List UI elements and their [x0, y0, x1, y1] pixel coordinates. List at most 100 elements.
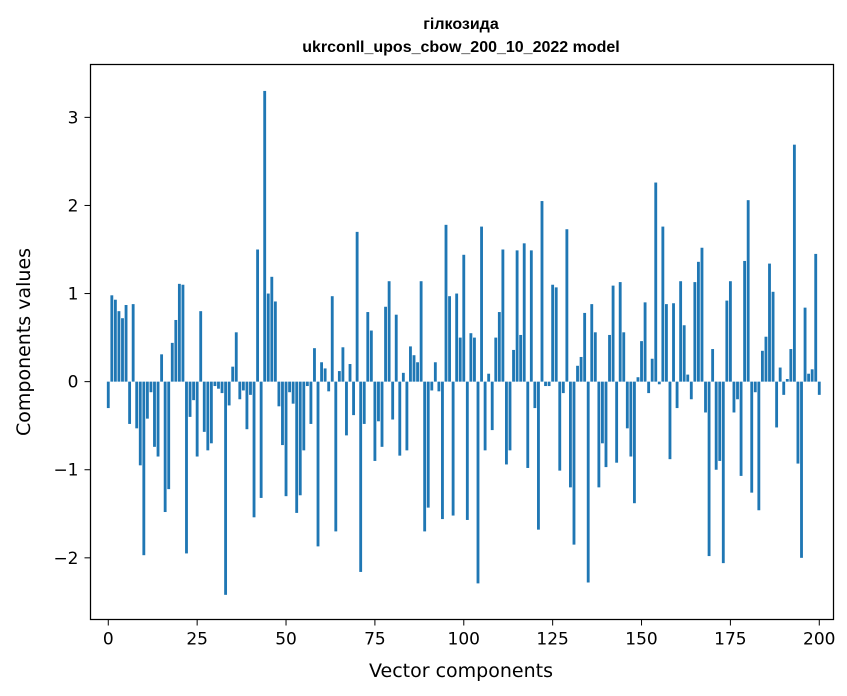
- x-tick-label: 200: [803, 630, 835, 650]
- bar: [291, 381, 295, 404]
- bar: [121, 318, 124, 382]
- bar: [249, 381, 252, 395]
- bar: [590, 304, 594, 382]
- bar: [554, 287, 558, 382]
- bar: [583, 312, 587, 382]
- bar: [391, 381, 395, 420]
- bar: [750, 381, 754, 493]
- bar: [295, 381, 299, 513]
- bar: [526, 381, 530, 468]
- bar: [113, 299, 117, 382]
- bar: [337, 371, 341, 382]
- bar: [640, 341, 643, 382]
- bar: [316, 381, 320, 547]
- bar: [732, 381, 736, 413]
- bar: [469, 333, 473, 382]
- bar: [785, 379, 789, 382]
- bar: [465, 381, 469, 520]
- bar: [416, 362, 419, 382]
- bar: [579, 356, 583, 382]
- bar: [675, 381, 679, 409]
- bar: [185, 381, 188, 554]
- bar: [167, 381, 171, 490]
- bar: [654, 182, 658, 382]
- bar: [561, 381, 565, 394]
- bar: [803, 307, 807, 382]
- bar: [359, 381, 363, 572]
- y-tick-label: 1: [68, 285, 79, 305]
- x-axis-label: Vector components: [369, 660, 553, 682]
- bar: [138, 381, 142, 466]
- bar: [796, 381, 800, 464]
- bar: [380, 381, 384, 447]
- y-tick-label: 3: [68, 108, 79, 128]
- bar: [462, 254, 466, 382]
- bar: [259, 381, 263, 498]
- bar: [145, 381, 149, 419]
- bar: [721, 381, 725, 564]
- bar: [330, 296, 334, 382]
- bar: [323, 368, 327, 382]
- x-tick-label: 175: [714, 630, 746, 650]
- x-tick-label: 25: [186, 630, 208, 650]
- bar: [398, 381, 402, 456]
- bar: [569, 381, 572, 488]
- bar: [505, 381, 508, 465]
- bars-group: [106, 90, 821, 595]
- bar: [547, 381, 551, 387]
- x-tick-label: 75: [364, 630, 386, 650]
- bar: [661, 226, 665, 382]
- bar: [256, 249, 260, 382]
- bar: [362, 381, 366, 424]
- bar: [174, 319, 178, 382]
- bar: [369, 330, 373, 382]
- x-tick-label: 50: [275, 630, 297, 650]
- bar: [448, 296, 451, 382]
- bar: [618, 282, 622, 382]
- bar: [689, 381, 693, 400]
- bar: [352, 381, 355, 416]
- bar: [334, 381, 338, 532]
- x-axis: 0 25 50 75 100 125 150 175 200: [103, 619, 836, 650]
- chart-title: гілкозида: [423, 16, 499, 33]
- bar: [405, 381, 409, 451]
- bar: [199, 311, 203, 382]
- bar: [551, 284, 555, 382]
- bar: [170, 342, 174, 382]
- bar: [455, 293, 459, 382]
- bar: [743, 260, 747, 382]
- y-tick-label: −1: [53, 461, 78, 481]
- bar: [142, 381, 146, 556]
- bar: [664, 304, 668, 382]
- bar: [714, 381, 718, 470]
- bar: [494, 337, 498, 382]
- bar: [682, 325, 686, 382]
- bar: [728, 281, 732, 382]
- bar: [540, 201, 544, 382]
- bar: [501, 249, 505, 382]
- bar: [394, 314, 398, 382]
- bar: [188, 381, 192, 417]
- bar: [131, 304, 135, 382]
- bar: [227, 381, 231, 406]
- bar: [753, 381, 757, 393]
- bar: [544, 381, 547, 387]
- bar: [632, 381, 636, 504]
- bar: [163, 381, 167, 513]
- bar: [586, 381, 590, 583]
- bar: [288, 381, 292, 393]
- bar: [401, 372, 405, 382]
- bar: [497, 312, 501, 382]
- bar: [273, 301, 277, 382]
- bar: [672, 303, 675, 382]
- bar: [192, 381, 196, 401]
- bar: [441, 381, 444, 520]
- bar: [149, 381, 153, 393]
- bar: [771, 291, 775, 382]
- bar: [284, 381, 288, 497]
- bar: [305, 381, 309, 387]
- bar: [327, 381, 331, 392]
- bar: [508, 381, 512, 451]
- bar: [711, 349, 715, 382]
